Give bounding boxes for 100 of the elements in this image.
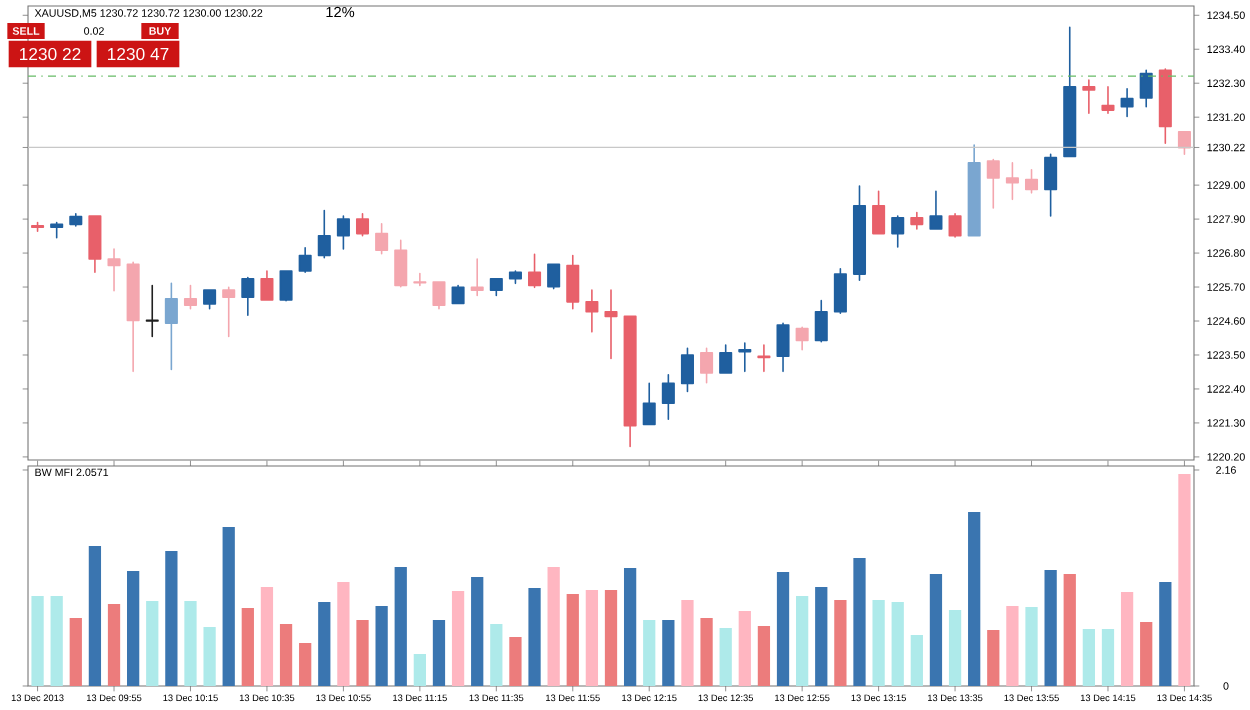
candlestick: [508, 270, 522, 285]
candlestick: [489, 277, 503, 297]
bar: [738, 611, 751, 686]
candlestick: [432, 281, 446, 310]
candlestick: [375, 222, 389, 255]
candlestick: [757, 344, 771, 373]
bar: [222, 527, 235, 686]
candlestick: [948, 213, 962, 238]
candlestick: [355, 213, 370, 237]
bar: [662, 620, 675, 686]
bar: [681, 600, 694, 686]
candlestick: [700, 347, 714, 384]
bar: [299, 643, 312, 686]
candlestick: [1101, 86, 1115, 114]
bar: [394, 567, 407, 686]
candlestick: [69, 213, 83, 227]
bar: [1063, 574, 1076, 686]
candlestick: [738, 342, 752, 373]
bar: [50, 596, 63, 686]
bar: [1120, 592, 1134, 686]
bar: [241, 608, 254, 686]
bar: [146, 601, 159, 686]
candlestick: [833, 268, 847, 315]
bar: [1178, 474, 1191, 686]
candlestick: [680, 347, 694, 393]
bar: [318, 602, 331, 686]
candlestick: [222, 286, 236, 338]
candlestick: [547, 263, 561, 290]
bar: [929, 574, 943, 686]
candlestick: [929, 190, 943, 230]
candlestick: [1139, 69, 1153, 108]
bar: [1044, 570, 1057, 686]
candlestick: [126, 261, 140, 373]
bar: [432, 620, 446, 686]
bar: [948, 610, 962, 686]
bar: [872, 600, 885, 686]
bar: [547, 567, 560, 686]
candlestick: [1044, 153, 1058, 217]
bar: [509, 637, 522, 686]
bar: [337, 582, 350, 686]
candlestick: [623, 315, 637, 448]
candlestick: [1082, 79, 1096, 114]
bar: [107, 604, 121, 686]
bar: [528, 588, 541, 686]
bar: [643, 620, 656, 686]
candlestick: [585, 289, 599, 333]
candlestick: [910, 211, 924, 230]
candlestick: [1063, 26, 1077, 158]
candlestick: [31, 221, 45, 232]
candlestick: [241, 276, 255, 316]
bar: [987, 630, 1000, 686]
candlestick: [872, 190, 886, 235]
candlestick: [164, 282, 178, 371]
bar: [165, 551, 178, 686]
bar: [375, 606, 388, 686]
candlestick: [394, 239, 408, 288]
bar: [834, 600, 847, 686]
candlestick: [451, 284, 465, 305]
bar: [566, 594, 579, 686]
bar: [260, 587, 274, 686]
candlestick: [279, 270, 293, 302]
bar: [31, 596, 44, 686]
bar: [1101, 629, 1115, 686]
bar: [1025, 607, 1038, 686]
bar: [700, 618, 713, 686]
candlestick: [298, 247, 312, 274]
annotation: 1230 22: [20, 47, 81, 61]
bar: [719, 628, 732, 686]
bar: [1006, 606, 1019, 686]
bar: [356, 620, 369, 686]
bar: [623, 568, 637, 686]
bar: [776, 572, 790, 686]
bar: [910, 635, 923, 686]
candlestick: [891, 215, 905, 248]
candlestick: [967, 144, 981, 237]
candlestick: [317, 209, 331, 259]
bar: [127, 571, 140, 686]
bar: [471, 577, 484, 686]
candlestick: [88, 215, 102, 274]
candlestick: [1158, 68, 1172, 144]
candlestick: [719, 344, 733, 374]
candlestick: [1120, 87, 1134, 118]
bar: [1159, 582, 1172, 686]
bar: [604, 590, 618, 686]
candlestick: [145, 284, 159, 338]
candlestick: [413, 272, 427, 287]
bar: [1082, 629, 1095, 686]
candlestick: [203, 289, 217, 310]
candlestick: [814, 299, 828, 343]
bar: [585, 590, 599, 686]
bar: [490, 624, 503, 686]
bar: [203, 627, 216, 686]
candlestick: [642, 382, 656, 426]
candlestick: [528, 253, 542, 289]
candlestick: [260, 270, 274, 301]
bar: [1140, 622, 1153, 686]
candlestick: [1024, 168, 1039, 194]
candlestick: [1177, 130, 1191, 156]
bar: [891, 602, 904, 686]
candlestick: [776, 322, 790, 373]
